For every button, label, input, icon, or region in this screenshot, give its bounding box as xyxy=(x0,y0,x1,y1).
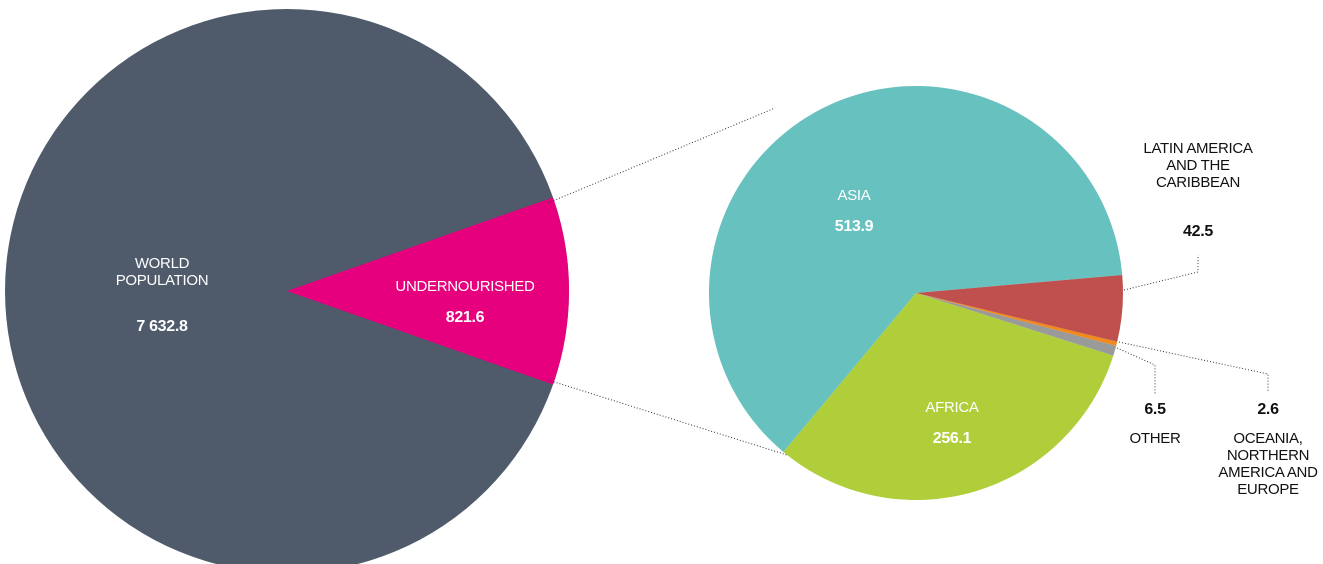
slice-value: 7 632.8 xyxy=(136,318,188,335)
slice-value: 42.5 xyxy=(1183,223,1213,240)
slice-label: OTHER xyxy=(1129,430,1181,447)
slice-value: 256.1 xyxy=(932,430,972,447)
slice-label: OCEANIA, NORTHERN AMERICA AND EUROPE xyxy=(1218,430,1318,498)
pie-slice xyxy=(916,293,1117,356)
slice-label: LATIN AMERICA AND THE CARIBBEAN xyxy=(1143,140,1253,191)
leader-line xyxy=(1118,341,1269,392)
pie-slice xyxy=(916,293,1118,346)
slice-value: 513.9 xyxy=(834,218,874,235)
slice-value: 6.5 xyxy=(1144,401,1166,418)
pie-slice xyxy=(916,274,1123,342)
slice-label: ASIA xyxy=(837,187,871,204)
slice-label: AFRICA xyxy=(925,399,979,416)
pie-slice xyxy=(708,85,1123,452)
slice-label: WORLD POPULATION xyxy=(115,255,209,289)
zoom-line xyxy=(547,107,776,204)
leader-line xyxy=(1116,347,1156,395)
pie-slice xyxy=(287,197,569,385)
slice-value: 821.6 xyxy=(445,309,485,326)
leader-line xyxy=(1123,255,1199,291)
slice-value: 2.6 xyxy=(1257,401,1279,418)
slice-label: UNDERNOURISHED xyxy=(395,278,535,295)
pie-slice xyxy=(5,9,569,564)
pie-slice xyxy=(783,293,1114,501)
